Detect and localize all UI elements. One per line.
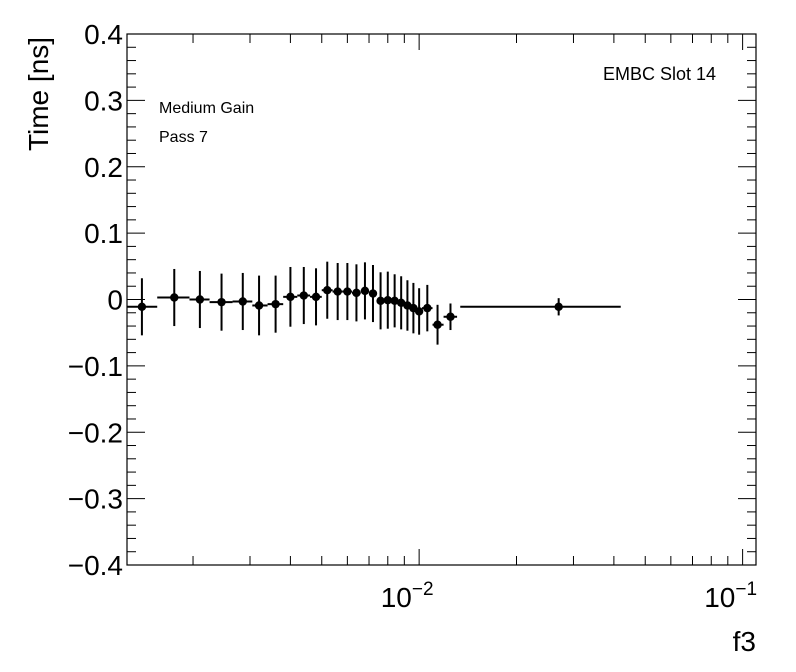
data-points — [127, 261, 621, 345]
y-tick-label: −0.1 — [68, 351, 123, 382]
data-marker — [238, 297, 247, 306]
data-marker — [323, 286, 332, 295]
y-tick-label: 0.1 — [84, 218, 123, 249]
data-point — [443, 303, 458, 331]
data-marker — [137, 302, 147, 312]
y-tick-label: 0 — [107, 285, 123, 316]
data-marker — [195, 295, 205, 304]
data-point — [321, 261, 333, 319]
x-axis-title: f3 — [733, 626, 756, 657]
data-marker — [352, 288, 361, 298]
data-marker — [446, 312, 455, 321]
data-marker — [433, 320, 442, 329]
data-point — [127, 278, 158, 336]
axis-ticks — [127, 33, 756, 566]
data-marker — [343, 287, 352, 296]
x-tick-label: 10−2 — [381, 579, 434, 613]
data-marker — [376, 296, 385, 306]
data-marker — [254, 301, 264, 310]
data-marker — [286, 292, 295, 302]
data-point — [342, 262, 352, 321]
data-marker — [360, 286, 370, 296]
data-marker — [423, 303, 432, 313]
data-marker — [368, 289, 378, 298]
y-tick-label: −0.3 — [68, 484, 123, 515]
y-tick-label: −0.4 — [68, 550, 123, 581]
data-marker — [390, 296, 399, 306]
x-tick-label: 10−1 — [704, 579, 757, 613]
data-point — [368, 264, 378, 323]
annotation-pass: Pass 7 — [159, 129, 208, 146]
x-tick-exponent: −1 — [735, 579, 757, 600]
data-point — [310, 268, 322, 326]
data-point — [283, 266, 298, 327]
y-tick-label: 0.3 — [84, 85, 123, 116]
annotation-slot: EMBC Slot 14 — [603, 64, 716, 84]
data-point — [209, 273, 233, 331]
y-axis-title: Time [ns] — [23, 37, 54, 151]
data-marker — [333, 287, 342, 296]
data-marker — [311, 292, 321, 302]
data-point — [414, 288, 424, 335]
data-marker — [554, 302, 563, 312]
data-marker — [217, 297, 226, 307]
y-tick-label: −0.2 — [68, 417, 123, 448]
data-marker — [271, 299, 280, 309]
data-marker — [383, 295, 392, 305]
x-tick-base: 10 — [381, 582, 412, 613]
data-point — [390, 274, 399, 328]
x-tick-base: 10 — [704, 582, 735, 613]
data-point — [297, 266, 311, 325]
data-point — [267, 275, 284, 333]
data-marker — [299, 291, 308, 300]
data-point — [232, 272, 253, 331]
data-point — [432, 304, 444, 345]
data-point — [351, 264, 361, 322]
y-tick-label: 0.4 — [84, 19, 123, 50]
data-point — [376, 272, 385, 330]
data-point — [252, 275, 268, 336]
x-tick-labels: 10−2 10−1 — [381, 579, 757, 613]
y-tick-label: 0.2 — [84, 152, 123, 183]
y-tick-labels: 0.4 0.3 0.2 0.1 0 −0.1 −0.2 −0.3 −0.4 — [68, 19, 123, 581]
data-marker — [414, 307, 424, 316]
annotation-gain: Medium Gain — [159, 100, 254, 117]
data-point — [157, 268, 190, 327]
data-point — [460, 298, 621, 316]
data-point — [360, 262, 370, 320]
data-marker — [170, 293, 179, 302]
data-point — [332, 262, 343, 321]
x-tick-exponent: −2 — [412, 579, 434, 600]
data-point — [383, 271, 392, 329]
data-point — [421, 284, 433, 332]
data-point — [189, 270, 210, 329]
